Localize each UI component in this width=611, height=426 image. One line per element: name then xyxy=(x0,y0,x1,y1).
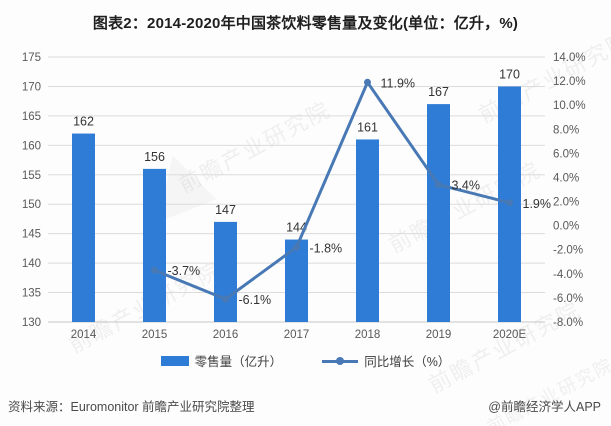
x-axis-tick: 2018 xyxy=(355,329,381,341)
y-axis-left-tick: 150 xyxy=(22,199,41,211)
legend-label-retail-volume: 零售量（亿升） xyxy=(194,355,283,369)
line-series-swatch-icon xyxy=(322,356,359,366)
x-axis-tick: 2016 xyxy=(213,329,239,341)
y-axis-left-tick: 155 xyxy=(22,170,41,182)
line-marker-2016 xyxy=(222,295,229,303)
y-axis-left-tick: 165 xyxy=(22,111,41,123)
line-marker-2020E xyxy=(506,199,513,207)
line-value-label: -6.1% xyxy=(239,293,272,307)
chart-title: 图表2：2014-2020年中国茶饮料零售量及变化(单位：亿升，%) xyxy=(92,15,519,32)
line-value-label: -1.8% xyxy=(310,241,343,255)
bar-2018 xyxy=(356,139,379,322)
x-axis-tick: 2020E xyxy=(493,329,527,341)
y-axis-right-tick: 12.0% xyxy=(553,76,586,88)
bar-value-label: 162 xyxy=(73,115,94,129)
y-axis-left-tick: 140 xyxy=(22,258,41,270)
bar-value-label: 170 xyxy=(499,67,520,81)
bar-value-label: 167 xyxy=(428,85,449,99)
y-axis-right-tick: 14.0% xyxy=(553,52,586,64)
bar-2019 xyxy=(427,104,450,322)
bar-series-swatch-icon xyxy=(160,355,189,366)
bar-value-label: 144 xyxy=(286,221,307,235)
chart-legend: 零售量（亿升） 同比增长（%） xyxy=(0,351,611,370)
bar-value-label: 147 xyxy=(215,203,236,217)
y-axis-right-tick: -2.0% xyxy=(553,245,583,257)
line-value-label: -3.7% xyxy=(168,264,201,278)
line-marker-2018 xyxy=(364,78,371,86)
y-axis-right-tick: 6.0% xyxy=(553,148,579,160)
y-axis-left-tick: 175 xyxy=(22,52,41,64)
source-note: 资料来源：Euromonitor 前瞻产业研究院整理 xyxy=(8,400,255,414)
bar-value-label: 161 xyxy=(357,120,378,134)
bar-2017 xyxy=(285,239,308,322)
y-axis-left-tick: 145 xyxy=(22,229,41,241)
bar-2014 xyxy=(72,133,95,322)
line-value-label: 1.9% xyxy=(523,197,552,211)
line-marker-2019 xyxy=(435,181,442,189)
y-axis-right-tick: 8.0% xyxy=(553,124,579,136)
y-axis-right-tick: -6.0% xyxy=(553,293,583,305)
y-axis-right-tick: 2.0% xyxy=(553,197,579,209)
line-value-label: 11.9% xyxy=(381,76,416,90)
y-axis-right-tick: 10.0% xyxy=(553,100,586,112)
y-axis-left-tick: 135 xyxy=(22,288,41,300)
y-axis-right-tick: -4.0% xyxy=(553,269,583,281)
x-axis-tick: 2014 xyxy=(71,329,97,341)
x-axis-tick: 2019 xyxy=(426,329,452,341)
chart-plot-area: 175 170 165 160 155 150 145 140 135 130 14.0% 12.0%… xyxy=(22,52,586,341)
y-axis-right-tick: -8.0% xyxy=(553,317,583,329)
credit-note: @前瞻经济学人APP xyxy=(488,400,601,414)
growth-line xyxy=(153,80,510,301)
bar-value-label: 156 xyxy=(144,150,165,164)
y-axis-right-tick: 0.0% xyxy=(553,221,579,233)
legend-item-retail-volume: 零售量（亿升） xyxy=(160,351,283,370)
line-marker-2017 xyxy=(293,243,300,251)
legend-item-yoy-growth: 同比增长（%） xyxy=(322,351,450,370)
line-marker-2015 xyxy=(151,266,158,274)
y-axis-right-tick: 4.0% xyxy=(553,172,579,184)
legend-label-yoy-growth: 同比增长（%） xyxy=(364,355,451,369)
bar-2016 xyxy=(214,221,237,322)
y-axis-left-tick: 170 xyxy=(22,81,41,93)
line-value-label: 3.4% xyxy=(452,179,481,193)
x-axis-tick: 2015 xyxy=(142,329,168,341)
x-axis-tick: 2017 xyxy=(284,329,310,341)
y-axis-left-tick: 130 xyxy=(22,317,41,329)
bar-2015 xyxy=(143,168,166,322)
y-axis-left-tick: 160 xyxy=(22,140,41,152)
